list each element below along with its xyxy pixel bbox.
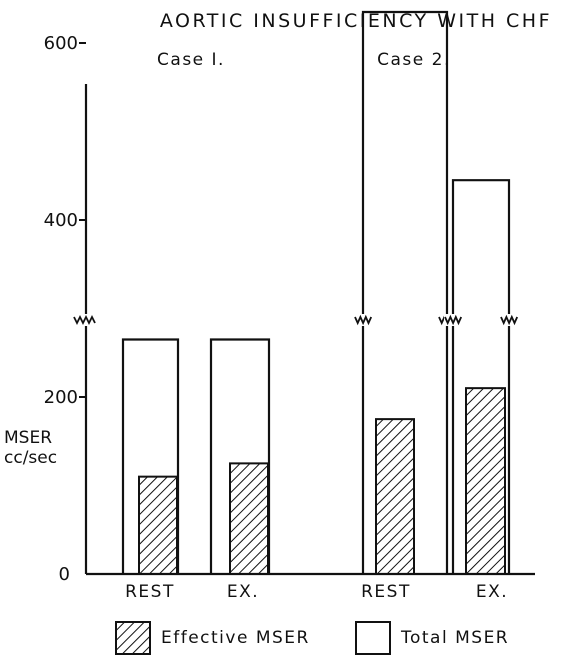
total-mser-bar-2 — [209, 338, 271, 574]
y-axis-label-line1: MSER — [4, 428, 53, 448]
x-category-label-2: EX. — [227, 582, 259, 602]
y-tick-label-600: 600 — [44, 33, 78, 54]
chart-title: AORTIC INSUFFICIENCY WITH CHF — [159, 10, 552, 32]
y-tick-label-0: 0 — [59, 564, 70, 585]
y-axis-break-mark — [73, 314, 96, 326]
legend-total: Total MSER — [355, 620, 509, 656]
axis-break-mark-3-1 — [354, 314, 373, 326]
x-category-label-3: REST — [361, 582, 411, 602]
axis-break-mark-4-2 — [500, 314, 519, 326]
legend-total-label: Total MSER — [401, 628, 510, 648]
x-category-label-4: EX. — [476, 582, 508, 602]
total-mser-bar-3 — [361, 10, 449, 574]
y-axis-break-gap — [77, 314, 95, 326]
case-1-label: Case I. — [157, 50, 225, 70]
legend-hatched-swatch — [115, 621, 151, 655]
effective-mser-bar-3 — [375, 418, 415, 575]
total-mser-bar-4 — [451, 179, 511, 574]
case-2-label: Case 2. — [377, 50, 451, 70]
y-tick-label-200: 200 — [44, 387, 78, 408]
axis-break-mark-4-1 — [444, 314, 463, 326]
effective-mser-bar-1 — [138, 475, 178, 575]
y-tick-label-400: 400 — [44, 210, 78, 231]
x-category-label-1: REST — [125, 582, 175, 602]
y-axis-label: MSER cc/sec — [4, 428, 57, 468]
bars-layer — [121, 10, 519, 575]
axis-layer: 0 200 400 600 REST EX. REST EX. — [44, 33, 535, 602]
effective-mser-bar-2 — [229, 462, 269, 575]
effective-mser-bar-4 — [465, 387, 506, 575]
total-mser-bar-1 — [121, 338, 180, 574]
legend-effective: Effective MSER — [115, 620, 310, 656]
y-axis-label-line2: cc/sec — [4, 448, 58, 468]
legend-effective-label: Effective MSER — [161, 628, 310, 648]
legend-open-swatch — [355, 621, 391, 655]
